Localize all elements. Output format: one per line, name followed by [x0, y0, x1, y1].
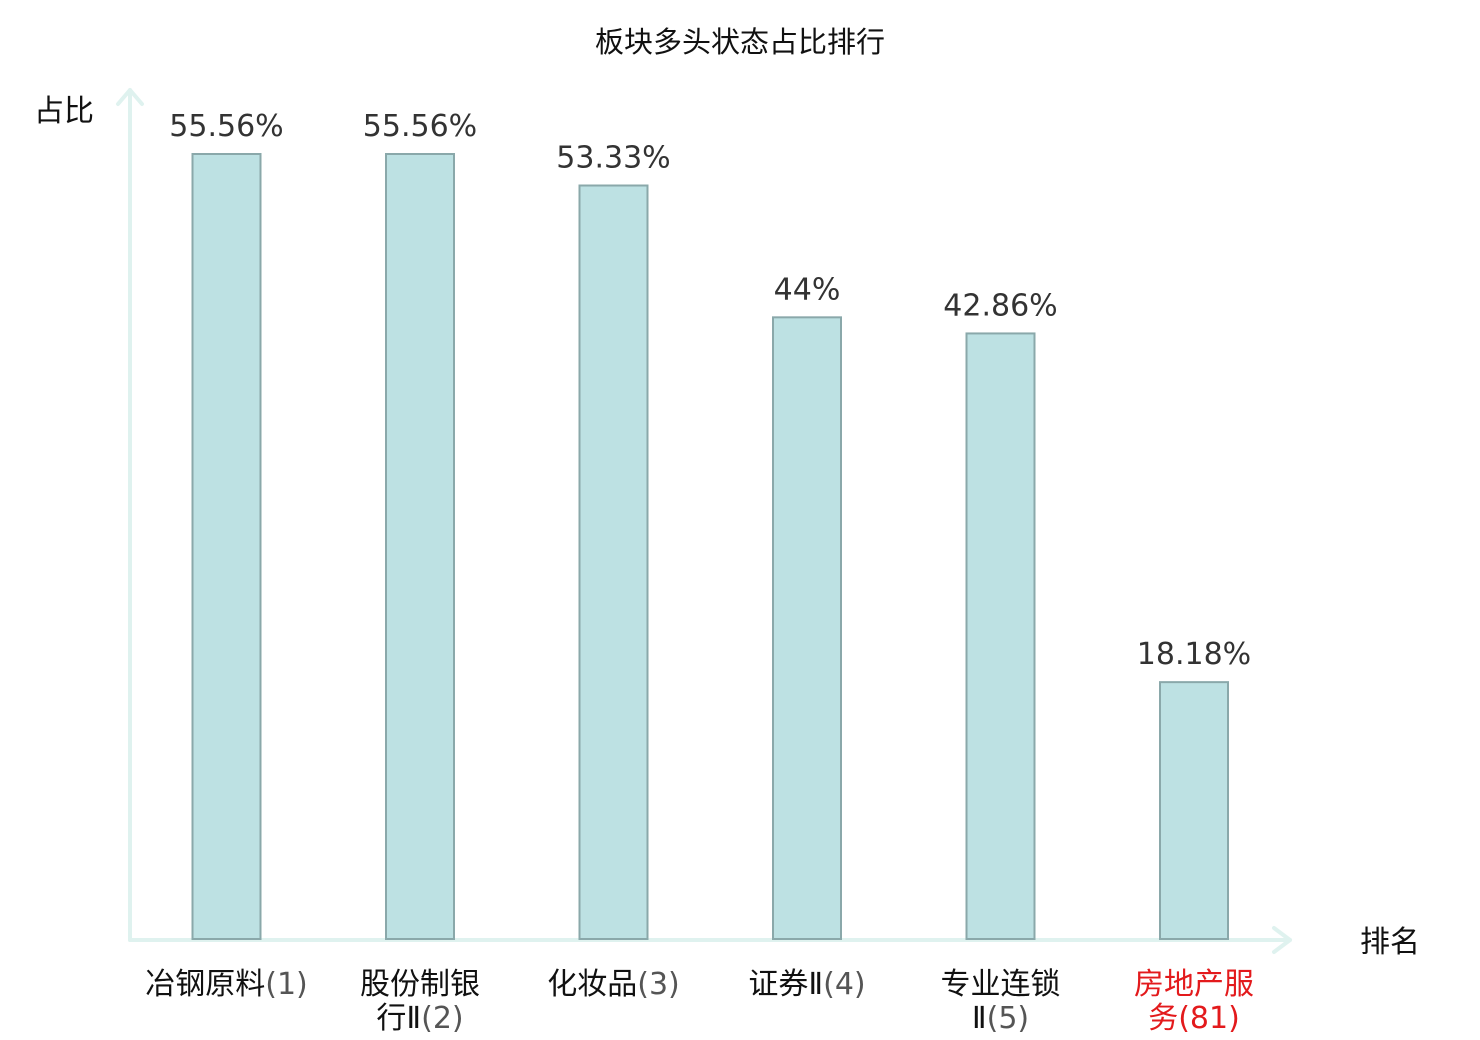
- axes: [116, 88, 1292, 954]
- bar: [191, 153, 262, 940]
- x-axis-label: 排名: [1360, 925, 1420, 960]
- category-label: 房地产服务(81): [1134, 967, 1254, 1036]
- value-labels: 55.56% 55.56% 53.33% 44% 42.86% 18.18%: [169, 109, 1251, 672]
- bar: [1159, 681, 1229, 940]
- category-labels: 冶钢原料(1) 股份制银行Ⅱ(2) 化妆品(3) 证券Ⅱ(4) 专业连锁 Ⅱ(5) 房地产服…: [145, 967, 1254, 1036]
- category-label: 化妆品(3): [547, 967, 680, 1002]
- bar: [965, 332, 1036, 940]
- value-label: 18.18%: [1137, 637, 1251, 672]
- category-label: 股份制银行Ⅱ(2): [360, 967, 480, 1036]
- category-label: 冶钢原料(1): [145, 967, 308, 1002]
- value-label: 55.56%: [363, 109, 477, 144]
- bar: [772, 316, 842, 941]
- y-axis-arrow: [116, 88, 144, 106]
- category-label: 专业连锁 Ⅱ(5): [941, 967, 1061, 1036]
- category-label: 证券Ⅱ(4): [748, 967, 865, 1002]
- chart-title: 板块多头状态占比排行: [595, 25, 885, 59]
- value-label: 55.56%: [169, 109, 283, 144]
- x-axis-arrow: [1272, 926, 1292, 954]
- bars: [191, 153, 1229, 941]
- value-label: 44%: [774, 272, 841, 307]
- y-axis-label: 占比: [34, 94, 94, 129]
- bar: [385, 153, 455, 940]
- bar: [578, 184, 649, 940]
- value-label: 53.33%: [556, 141, 670, 176]
- value-label: 42.86%: [943, 288, 1057, 323]
